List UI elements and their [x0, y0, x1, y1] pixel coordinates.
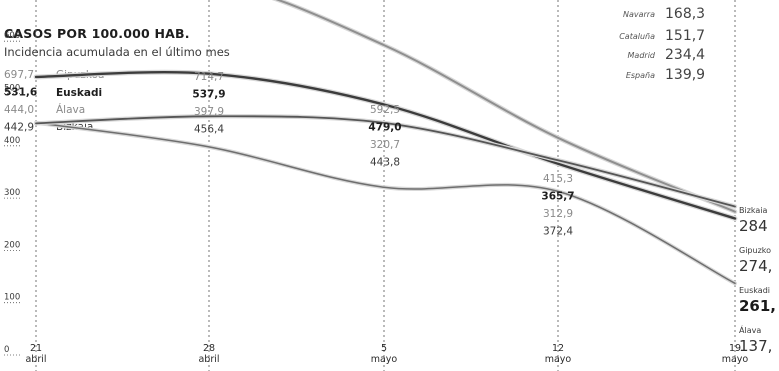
y-axis: 0 100 200 300 400 500 600: [4, 31, 22, 356]
value-label-gipuzkoa: 697,7: [4, 69, 34, 81]
value-label-alava: 444,0: [4, 104, 34, 116]
ref-name-espana: España: [626, 71, 655, 80]
end-label-name: Álava: [739, 324, 761, 335]
y-tick-label: 200: [4, 240, 20, 250]
x-tick-month: mayo: [722, 354, 749, 365]
y-tick-label: 500: [4, 84, 20, 94]
y-tick-label: 0: [4, 345, 9, 355]
value-label-bizkaia: 443,8: [370, 157, 400, 169]
end-label-name: Gipuzko: [739, 246, 771, 255]
end-label-value: 261,: [739, 297, 776, 315]
value-label-euskadi: 537,9: [192, 89, 225, 101]
series-line-bizkaia: [35, 115, 736, 208]
legend-euskadi: Euskadi: [56, 87, 102, 99]
x-tick-month: mayo: [371, 354, 398, 365]
end-label-value: 284: [739, 217, 768, 235]
legend-alava: Álava: [56, 103, 85, 116]
value-label-gipuzkoa: 415,3: [543, 173, 573, 185]
y-tick-label: 400: [4, 136, 20, 146]
series-line-alava: [35, 122, 736, 285]
value-label-euskadi: 479,0: [368, 122, 401, 134]
value-label-bizkaia: 456,4: [194, 124, 224, 136]
ref-value-cataluna: 151,7: [665, 28, 705, 44]
ref-name-navarra: Navarra: [623, 10, 655, 19]
value-label-euskadi: 365,7: [541, 191, 574, 203]
y-tick-label: 600: [4, 31, 20, 41]
chart-title: CASOS POR 100.000 HAB.: [4, 26, 190, 41]
series-line-euskadi: [34, 70, 737, 220]
value-label-alava: 397,9: [194, 106, 224, 118]
ref-name-madrid: Madrid: [628, 51, 656, 60]
end-labels: Bizkaia 284 Gipuzko 274, Euskadi 261, Álava 137…: [739, 206, 776, 355]
value-label-bizkaia: 372,4: [543, 226, 573, 238]
end-label-value: 274,: [739, 257, 772, 275]
chart-subtitle: Incidencia acumulada en el último mes: [4, 45, 230, 59]
series-lines: [33, 0, 738, 286]
end-label-name: Bizkaia: [739, 206, 768, 215]
ref-value-espana: 139,9: [665, 67, 705, 83]
series-line-gipuzkoa: [275, 0, 736, 213]
x-tick-day: 21: [30, 343, 42, 354]
value-label-gipuzkoa: 592,5: [370, 104, 400, 116]
end-label-name: Euskadi: [739, 286, 770, 295]
x-tick-day: 12: [552, 343, 564, 354]
end-label-value: 137,: [739, 337, 772, 355]
value-labels: 697,7 531,6 444,0 442,9 714,7 537,9 397,9 456,4…: [4, 69, 575, 238]
y-tick-label: 100: [4, 293, 20, 303]
reference-values: Navarra 168,3 Cataluña 151,7 Madrid 234,…: [619, 6, 705, 83]
x-tick-day: 28: [203, 343, 215, 354]
x-tick-month: mayo: [545, 354, 572, 365]
value-label-alava: 320,7: [370, 139, 400, 151]
x-tick-month: abril: [198, 354, 219, 365]
value-label-bizkaia: 442,9: [4, 122, 34, 134]
x-tick-day: 5: [381, 343, 387, 354]
ref-name-cataluna: Cataluña: [619, 32, 655, 41]
x-tick-month: abril: [25, 354, 46, 365]
value-label-euskadi: 531,6: [4, 87, 37, 99]
ref-value-navarra: 168,3: [665, 6, 705, 22]
value-label-gipuzkoa: 714,7: [194, 71, 224, 83]
ref-value-madrid: 234,4: [665, 47, 705, 63]
value-label-alava: 312,9: [543, 208, 573, 220]
x-tick-day: 19: [729, 343, 741, 354]
y-tick-label: 300: [4, 188, 20, 198]
